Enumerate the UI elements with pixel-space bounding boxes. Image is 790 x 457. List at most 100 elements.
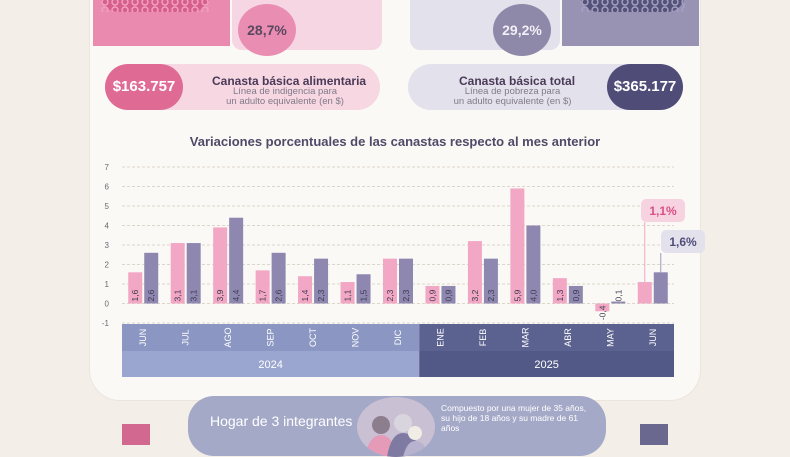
category-band xyxy=(122,324,420,351)
x-tick-label: MAY xyxy=(605,328,615,347)
data-label: 2,3 xyxy=(401,289,411,301)
cba-percent-value: 28,7% xyxy=(247,22,287,38)
bar-cba xyxy=(637,282,652,304)
data-label: 3,9 xyxy=(215,289,225,301)
bar-cba xyxy=(340,282,355,304)
y-tick-label: 0 xyxy=(105,300,110,309)
family-avatar-icon xyxy=(357,397,435,457)
bar-cba xyxy=(425,285,440,304)
year-label: 2024 xyxy=(258,359,282,371)
cba-percent-circle: 28,7% xyxy=(238,4,296,56)
data-label: 0,1 xyxy=(613,289,623,301)
bar-cbt xyxy=(568,285,583,304)
bar-cba xyxy=(298,276,313,304)
data-label: 5,9 xyxy=(512,289,522,301)
cba-title: Canasta básica alimentaria xyxy=(212,74,367,88)
data-label: 0,9 xyxy=(571,289,581,301)
y-tick-label: 1 xyxy=(105,280,110,289)
bar-cbt xyxy=(653,272,668,304)
chart-title: Variaciones porcentuales de las canastas… xyxy=(189,134,601,149)
y-tick-label: -1 xyxy=(102,319,110,328)
x-tick-label: ABR xyxy=(563,328,573,347)
data-label: 0,9 xyxy=(427,289,437,301)
data-label: 2,3 xyxy=(486,289,496,301)
bar-cbt xyxy=(271,252,286,304)
y-tick-label: 2 xyxy=(105,261,110,270)
data-label: 1,5 xyxy=(359,289,369,301)
x-tick-label: AGO xyxy=(223,327,233,347)
callout-cbt: 1,6% xyxy=(669,235,697,249)
data-label: 4,0 xyxy=(528,289,538,301)
data-label: 0,9 xyxy=(443,289,453,301)
category-band xyxy=(419,324,674,351)
x-tick-label: MAR xyxy=(520,327,530,348)
bar-cbt xyxy=(611,301,626,304)
callout-cbt-box xyxy=(661,230,705,253)
decor-strip-left xyxy=(122,424,150,445)
bar-cba xyxy=(170,243,185,304)
x-tick-label: JUN xyxy=(648,329,658,347)
data-label: 2,6 xyxy=(146,289,156,301)
cba-subtitle-2: un adulto equivalente (en $) xyxy=(226,96,344,107)
y-tick-label: 6 xyxy=(105,183,110,192)
hogar-title: Hogar de 3 integrantes xyxy=(210,413,353,429)
bar-cbt xyxy=(356,274,371,304)
bar-cba xyxy=(467,241,482,304)
callout-cba: 1,1% xyxy=(649,204,677,218)
bar-cba xyxy=(255,270,270,304)
data-label: 1,7 xyxy=(258,289,268,301)
x-tick-label: FEB xyxy=(478,329,488,347)
data-label: 1,1 xyxy=(343,289,353,301)
year-band xyxy=(122,351,420,377)
data-label: 3,1 xyxy=(173,289,183,301)
cbt-title: Canasta básica total xyxy=(459,74,576,88)
cba-subtitle-1: Línea de indigencia para xyxy=(232,86,338,97)
decor-strip-right xyxy=(640,424,668,445)
cba-pattern-icon xyxy=(100,0,210,12)
bar-cbt xyxy=(399,258,413,304)
x-tick-label: SEP xyxy=(266,328,276,346)
bar-cbt xyxy=(526,225,541,304)
cba-value: $163.757 xyxy=(105,64,183,110)
data-label: 1,3 xyxy=(555,289,565,301)
data-label: 1,6 xyxy=(130,289,140,301)
bar-cba xyxy=(213,227,228,304)
bar-cba xyxy=(128,272,143,304)
bar-cba xyxy=(510,188,525,304)
bar-cbt xyxy=(441,285,456,304)
cbt-subtitle-1: Línea de pobreza para xyxy=(464,86,561,97)
cbt-percent-value: 29,2% xyxy=(502,22,542,38)
x-tick-label: JUN xyxy=(138,329,148,347)
cbt-value: $365.177 xyxy=(607,64,683,110)
bar-cbt xyxy=(483,258,498,304)
data-label: 1,4 xyxy=(300,289,310,301)
y-tick-label: 5 xyxy=(105,202,110,211)
data-label: 2,3 xyxy=(316,289,326,301)
hogar-description: Compuesto por una mujer de 35 años, su h… xyxy=(441,403,587,433)
x-tick-label: DIC xyxy=(393,329,403,345)
callout-cba-box xyxy=(641,199,685,222)
x-tick-label: ENE xyxy=(435,328,445,347)
data-label: 4,4 xyxy=(231,289,241,301)
bar-cba xyxy=(595,303,610,312)
x-tick-label: NOV xyxy=(351,328,361,348)
cbt-subtitle-2: un adulto equivalente (en $) xyxy=(453,96,572,107)
data-label: -0,4 xyxy=(597,305,607,320)
year-band xyxy=(419,351,674,377)
x-tick-label: JUL xyxy=(181,329,191,345)
data-label: 3,2 xyxy=(470,289,480,301)
y-tick-label: 4 xyxy=(105,222,110,231)
y-tick-label: 3 xyxy=(105,241,110,250)
bar-cbt xyxy=(186,243,201,304)
cbt-pattern-icon xyxy=(580,0,685,12)
data-label: 2,3 xyxy=(385,289,395,301)
bar-cbt xyxy=(144,252,159,304)
data-label: 2,6 xyxy=(274,289,284,301)
bar-cba xyxy=(552,278,567,304)
bar-chart: -1 0 1 2 3 4 5 6 7 1,6 2,6 3,1 3,1 3,9 4,4 1,7 2,6 1,4 2,3… xyxy=(102,163,705,377)
data-label: 3,1 xyxy=(189,289,199,301)
bar-cba xyxy=(383,258,397,304)
year-label: 2025 xyxy=(534,359,558,371)
bar-cbt xyxy=(314,258,329,304)
bar-cbt xyxy=(229,217,244,304)
